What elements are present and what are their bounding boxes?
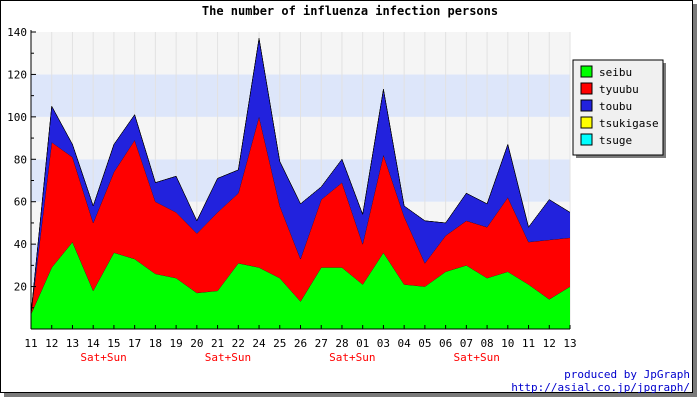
weekend-label: Sat+Sun [80, 351, 126, 364]
weekend-label: Sat+Sun [205, 351, 251, 364]
x-tick-label: 12 [543, 337, 556, 350]
x-tick-label: 19 [169, 337, 182, 350]
credit-line-1: produced by JpGraph [564, 368, 690, 381]
legend-swatch-tsukigase [580, 116, 593, 129]
y-tick-label: 20 [14, 281, 27, 294]
x-tick-label: 11 [24, 337, 37, 350]
x-tick-label: 13 [563, 337, 576, 350]
x-tick-label: 22 [232, 337, 245, 350]
weekend-labels: Sat+Sun Sat+Sun Sat+Sun Sat+Sun [80, 351, 500, 364]
legend-label-tsuge: tsuge [599, 134, 632, 147]
y-tick-label: 40 [14, 238, 27, 251]
x-tick-label: 06 [439, 337, 452, 350]
x-tick-label: 10 [501, 337, 514, 350]
legend-swatch-tyuubu [580, 82, 593, 95]
credit-line-2: http://asial.co.jp/jpgraph/ [511, 381, 690, 394]
legend-swatch-toubu [580, 99, 593, 112]
x-tick-label: 01 [356, 337, 369, 350]
legend-swatch-seibu [580, 65, 593, 78]
area-seibu [31, 242, 570, 329]
weekend-label: Sat+Sun [329, 351, 375, 364]
x-tick-label: 13 [66, 337, 79, 350]
legend-label-tsukigase: tsukigase [599, 117, 659, 130]
x-tick-label: 27 [315, 337, 328, 350]
x-tick-label: 17 [128, 337, 141, 350]
x-tick-label: 11 [522, 337, 535, 350]
x-tick-label: 24 [252, 337, 266, 350]
line-tsuge [30, 38, 571, 315]
legend-label-toubu: toubu [599, 100, 632, 113]
x-tick-label: 08 [480, 337, 493, 350]
x-tick-label: 21 [211, 337, 224, 350]
x-tick-label: 15 [107, 337, 120, 350]
x-tick-label: 18 [149, 337, 162, 350]
x-tick-label: 25 [273, 337, 286, 350]
x-tick-label: 20 [190, 337, 203, 350]
y-tick-label: 60 [14, 196, 27, 209]
x-tick-label: 14 [87, 337, 101, 350]
chart-title: The number of influenza infection person… [202, 4, 498, 18]
y-tick-label: 140 [7, 26, 27, 39]
x-tick-label: 12 [45, 337, 58, 350]
x-tick-labels: 11 12 13 14 15 17 18 19 20 21 22 24 25 26 27 28 01 03 04 05… [24, 325, 577, 350]
y-tick-labels: 20 40 60 80 100 120 140 [7, 26, 36, 309]
y-tick-label: 120 [7, 68, 27, 81]
y-tick-label: 80 [14, 153, 27, 166]
legend-label-tyuubu: tyuubu [599, 83, 639, 96]
legend-label-seibu: seibu [599, 66, 632, 79]
x-tick-label: 28 [335, 337, 348, 350]
x-tick-label: 03 [377, 337, 390, 350]
legend: seibu tyuubu toubu tsukigase tsuge [572, 59, 666, 158]
y-tick-label: 100 [7, 111, 27, 124]
x-tick-label: 07 [460, 337, 473, 350]
x-tick-label: 05 [418, 337, 431, 350]
area-tyuubu [31, 116, 570, 315]
area-toubu [31, 38, 570, 315]
series-areas [30, 38, 571, 329]
legend-items: seibu tyuubu toubu tsukigase tsuge [580, 65, 659, 147]
legend-swatch-tsuge [580, 133, 593, 146]
x-tick-label: 26 [294, 337, 307, 350]
x-tick-label: 04 [398, 337, 412, 350]
weekend-label: Sat+Sun [454, 351, 500, 364]
